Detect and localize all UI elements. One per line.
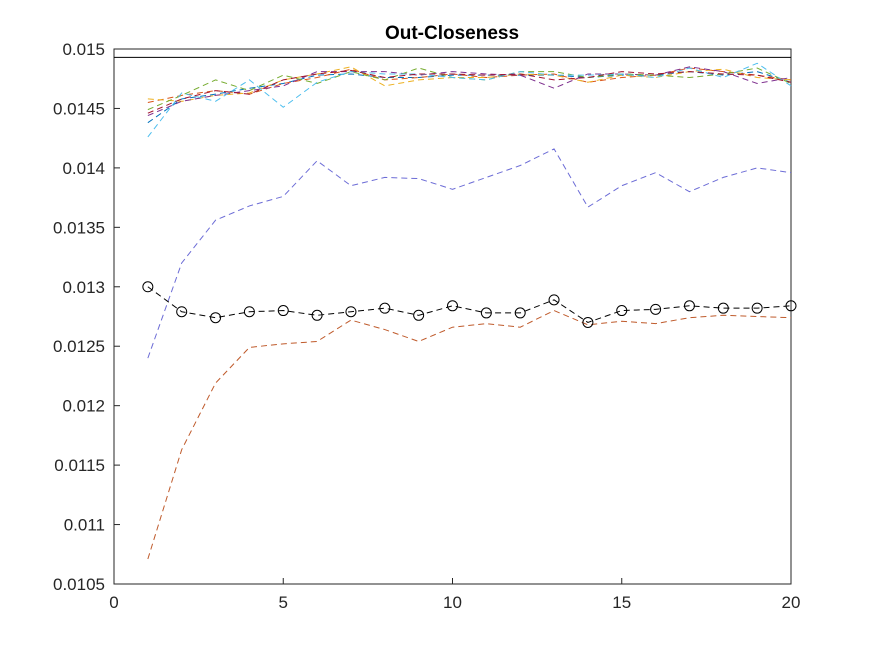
series-point [582, 316, 594, 328]
x-tick-label: 5 [279, 593, 288, 612]
series-line-4 [147, 66, 792, 117]
series-point [683, 300, 695, 312]
series-point [785, 300, 797, 312]
series-point [514, 307, 526, 319]
chart-title: Out-Closeness [385, 23, 519, 44]
axes-box [113, 48, 792, 585]
y-tick-label: 0.0145 [53, 99, 105, 118]
series-point [616, 305, 628, 317]
series-line-3 [147, 66, 792, 102]
series-point [413, 309, 425, 321]
series-line-10 [147, 286, 792, 323]
y-tick-label: 0.0135 [53, 218, 105, 237]
series-line-8 [147, 148, 792, 359]
series-point [717, 302, 729, 314]
y-tick-label: 0.0105 [53, 575, 105, 594]
series-line-1 [147, 71, 792, 124]
series-point [311, 309, 323, 321]
series-line-9 [147, 310, 792, 560]
series-point [480, 307, 492, 319]
x-tick-label: 10 [443, 593, 462, 612]
y-tick-label: 0.0115 [54, 456, 105, 475]
series-point [379, 302, 391, 314]
y-tick-label: 0.014 [62, 159, 105, 178]
series-point [142, 281, 154, 293]
y-tick-label: 0.011 [64, 516, 105, 535]
x-tick-label: 15 [612, 593, 631, 612]
x-tick-label: 20 [782, 593, 801, 612]
marker-layer [142, 281, 797, 328]
series-point [176, 306, 188, 318]
x-axis: 0 5 10 15 20 [109, 578, 800, 612]
series-point [210, 312, 222, 324]
series-point [243, 306, 255, 318]
series-point [345, 306, 357, 318]
series-line-7 [147, 69, 792, 114]
y-tick-label: 0.013 [62, 278, 105, 297]
series-line-6 [147, 62, 792, 138]
plot-area [113, 48, 797, 585]
y-tick-label: 0.0125 [53, 337, 105, 356]
series-point [650, 303, 662, 315]
x-tick-label: 0 [109, 593, 118, 612]
series-point [548, 294, 560, 306]
y-tick-label: 0.015 [62, 40, 105, 59]
series-line-2 [147, 67, 792, 103]
series-point [277, 305, 289, 317]
series-layer [147, 62, 792, 560]
y-tick-label: 0.012 [62, 397, 105, 416]
series-point [447, 300, 458, 312]
y-axis: 0.0105 0.011 0.0115 0.012 0.0125 0.013 0.0135 0… [53, 40, 120, 594]
series-point [751, 302, 763, 314]
